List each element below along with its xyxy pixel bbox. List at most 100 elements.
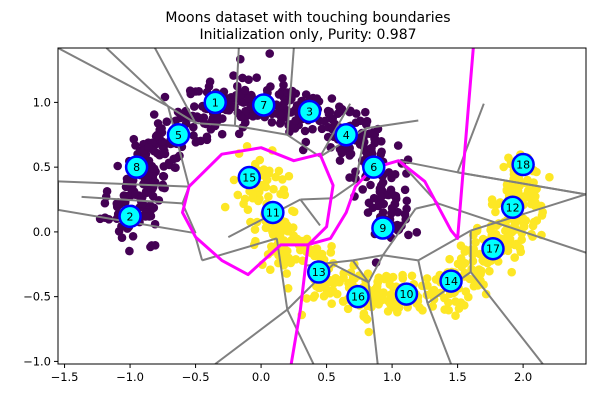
class-0-point <box>320 116 330 126</box>
class-0-point <box>122 178 132 188</box>
class-1-point <box>220 202 230 212</box>
class-0-point <box>356 116 365 126</box>
class-1-point <box>275 227 285 237</box>
voronoi-edge <box>167 105 197 124</box>
class-1-point <box>510 219 520 228</box>
class-0-point <box>363 208 373 217</box>
class-0-point <box>189 122 198 132</box>
class-0-point <box>113 161 122 171</box>
prototype-node-marker <box>306 260 331 284</box>
prototype-node: 4 <box>334 123 358 147</box>
voronoi-edge <box>58 48 169 108</box>
prototype-node: 7 <box>251 93 276 117</box>
voronoi-edge <box>417 260 429 304</box>
class-1-point <box>276 189 285 199</box>
prototype-node-marker <box>371 216 395 240</box>
class-1-point <box>407 271 417 281</box>
class-0-point <box>240 85 250 95</box>
prototype-node-marker <box>237 165 262 190</box>
y-tick-label: −0.5 <box>23 290 51 304</box>
voronoi-edge <box>299 198 321 227</box>
class-1-point <box>386 292 396 301</box>
class-0-point <box>352 109 361 118</box>
prototype-node-marker <box>203 90 227 115</box>
class-1-point <box>248 190 258 199</box>
class-0-point <box>335 156 345 165</box>
class-1-point <box>286 258 296 268</box>
class-1-point <box>422 274 432 283</box>
x-tick-label: −1.5 <box>51 370 79 384</box>
class-0-point <box>149 110 159 119</box>
class-1-point <box>479 257 488 266</box>
class-1-point <box>454 304 464 313</box>
class-0-point <box>366 144 376 153</box>
class-1-point <box>491 207 500 217</box>
class-0-point <box>160 92 170 102</box>
class-1-point <box>283 246 292 256</box>
class-0-point <box>119 191 129 200</box>
prototype-node-label: 3 <box>306 105 313 118</box>
class-0-point <box>162 117 172 126</box>
prototype-node: 2 <box>118 204 142 229</box>
plot-frame <box>57 47 587 365</box>
class-0-point <box>160 149 170 159</box>
prototype-node: 3 <box>297 99 322 124</box>
voronoi-edge <box>426 302 452 364</box>
class-1-point <box>267 242 276 251</box>
class-1-point <box>451 311 460 321</box>
voronoi-edge <box>351 259 370 283</box>
class-0-point <box>194 113 204 123</box>
prototype-node: 10 <box>394 282 419 306</box>
class-0-point <box>217 129 227 139</box>
voronoi-edge <box>201 237 278 262</box>
class-0-point <box>248 112 258 121</box>
prototype-node-marker <box>394 282 419 306</box>
voronoi-edge <box>437 202 586 254</box>
class-1-point <box>280 255 289 265</box>
class-1-point <box>382 272 392 282</box>
voronoi-edge <box>417 229 472 262</box>
x-tick-label: 0.0 <box>252 370 270 384</box>
x-tick-label: 1.5 <box>448 370 466 384</box>
voronoi-edge <box>194 236 204 261</box>
voronoi-edge <box>457 171 586 196</box>
class-0-point <box>141 212 150 221</box>
class-0-point <box>226 93 236 102</box>
class-1-point <box>445 254 454 264</box>
class-1-point <box>363 269 373 279</box>
class-0-point <box>361 107 370 117</box>
class-0-point <box>229 71 238 80</box>
class-1-point <box>240 194 250 204</box>
class-1-point <box>266 265 275 275</box>
prototype-node: 15 <box>237 165 262 190</box>
class-0-point <box>129 134 139 144</box>
chart-title: Moons dataset with touching boundaries <box>165 10 450 26</box>
class-1-point <box>451 297 460 306</box>
class-1-point <box>510 253 519 262</box>
x-tick-label: 2.0 <box>514 370 532 384</box>
voronoi-edge <box>154 48 197 124</box>
class-0-point <box>400 185 410 195</box>
y-axis: −1.0 −0.5 0.0 0.5 1.0 <box>23 95 58 368</box>
class-0-point <box>157 124 166 133</box>
y-tick-label: −1.0 <box>23 354 51 368</box>
class-1-point <box>284 171 294 181</box>
class-1-point <box>269 184 278 194</box>
prototype-node-label: 17 <box>486 243 500 256</box>
x-tick-label: 1.0 <box>383 370 401 384</box>
class-1-point <box>503 241 513 251</box>
prototype-node-label: 13 <box>312 266 326 279</box>
class-1-point <box>331 274 341 284</box>
class-1-point <box>519 214 528 223</box>
prototype-node-label: 6 <box>370 161 377 174</box>
class-1-point <box>302 294 312 303</box>
class-1-point <box>364 327 374 337</box>
class-1-point <box>398 274 408 283</box>
voronoi-edge <box>382 208 417 256</box>
class-1-point <box>514 174 524 183</box>
class-0-point <box>358 185 368 194</box>
class-0-point <box>301 90 311 99</box>
voronoi-edge <box>286 309 315 364</box>
class-1-point <box>444 305 454 315</box>
prototype-node-label: 16 <box>351 291 365 304</box>
